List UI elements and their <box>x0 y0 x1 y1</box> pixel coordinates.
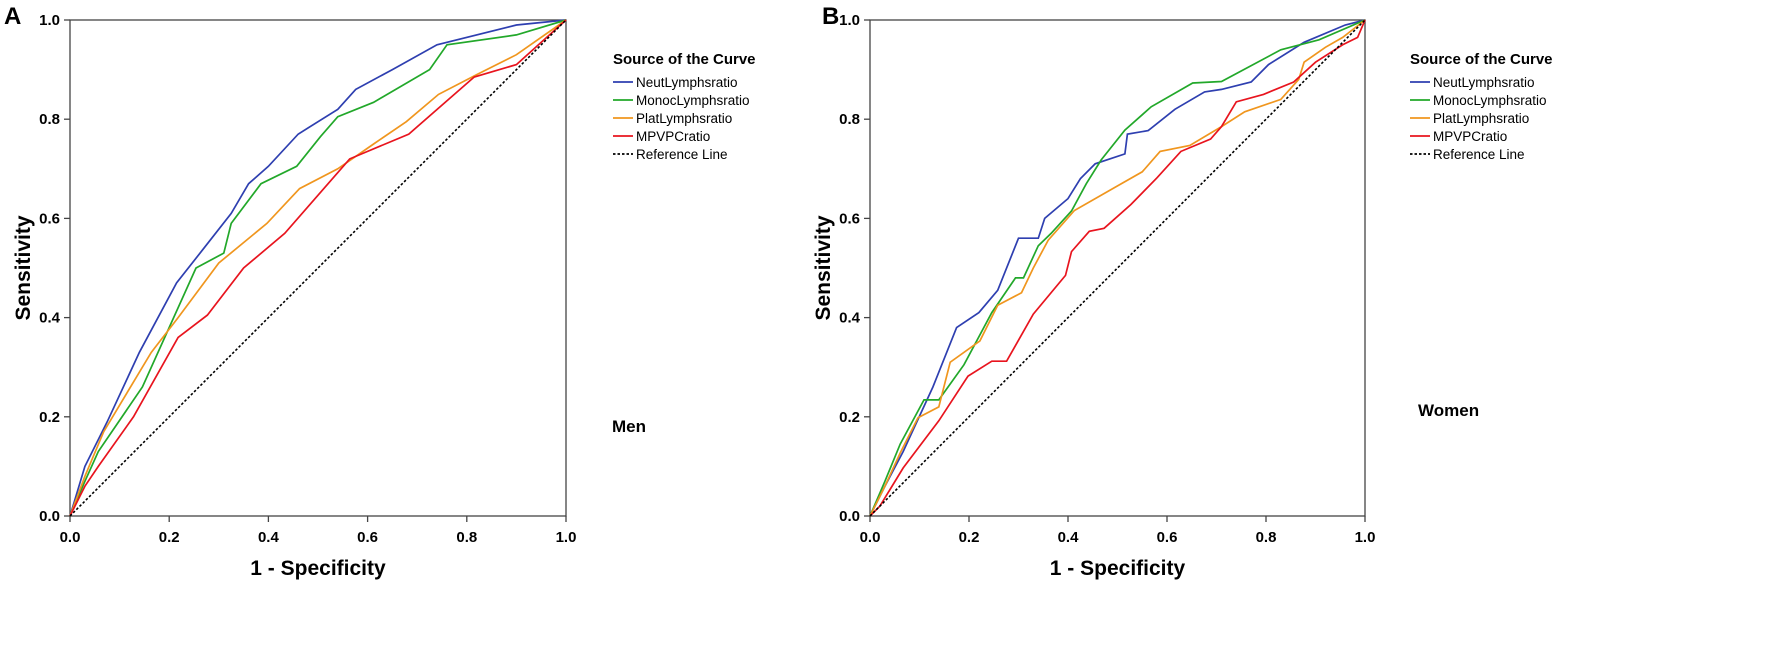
y-tick-label: 0.2 <box>839 409 860 426</box>
y-tick-label: 1.0 <box>39 12 60 29</box>
legend-title: Source of the Curve <box>1410 51 1553 68</box>
panel-label: B <box>822 3 839 30</box>
legend-item-label: NeutLymphsratio <box>636 75 738 90</box>
series-line-mpvpcratio <box>69 19 567 517</box>
series-line-monoclymphsratio <box>69 19 567 517</box>
x-tick-label: 0.0 <box>60 529 81 546</box>
series-line-mpvpcratio <box>869 19 1366 517</box>
y-tick-label: 0.0 <box>839 508 860 525</box>
group-label: Women <box>1418 401 1479 420</box>
group-label: Men <box>612 417 646 436</box>
x-axis-title: 1 - Specificity <box>250 557 386 580</box>
x-tick-label: 0.8 <box>456 529 477 546</box>
legend-item-label: PlatLymphsratio <box>1433 111 1529 126</box>
x-tick-label: 1.0 <box>556 529 577 546</box>
y-tick-label: 0.4 <box>39 310 61 327</box>
panel-label: A <box>4 3 21 30</box>
x-tick-label: 0.8 <box>1256 529 1277 546</box>
roc-panel-b: 0.0 0.2 0.4 0.6 0.8 1.0 0.0 0.2 0.4 0.6 0.8 1.0 1 - … <box>812 3 1553 580</box>
x-tick-label: 0.4 <box>1058 529 1080 546</box>
x-tick-label: 1.0 <box>1355 529 1376 546</box>
x-tick-label: 0.6 <box>1157 529 1178 546</box>
series-line-neutlymphsratio <box>869 19 1366 517</box>
x-tick-label: 0.0 <box>860 529 881 546</box>
y-axis-title: Sensitivity <box>812 215 835 320</box>
legend: Source of the Curve NeutLymphsratio MonocL… <box>613 51 756 162</box>
legend-item-label: MonocLymphsratio <box>636 93 750 108</box>
y-tick-label: 0.8 <box>39 111 60 128</box>
legend: Source of the Curve NeutLymphsratio MonocL… <box>1410 51 1553 162</box>
y-tick-label: 0.8 <box>839 111 860 128</box>
series-line-reference-line <box>69 19 567 517</box>
series-line-platlymphsratio <box>69 19 567 517</box>
legend-item-label: MPVPCratio <box>1433 129 1507 144</box>
y-tick-label: 0.2 <box>39 409 60 426</box>
legend-item-label: NeutLymphsratio <box>1433 75 1535 90</box>
y-tick-label: 0.6 <box>39 210 60 227</box>
x-tick-label: 0.6 <box>357 529 378 546</box>
plot-frame <box>869 19 1366 517</box>
x-tick-label: 0.2 <box>959 529 980 546</box>
series-line-neutlymphsratio <box>69 19 567 517</box>
legend-item-label: Reference Line <box>1433 147 1525 162</box>
legend-item-label: MonocLymphsratio <box>1433 93 1547 108</box>
legend-item-label: PlatLymphsratio <box>636 111 732 126</box>
y-tick-label: 0.6 <box>839 210 860 227</box>
roc-panel-a: 0.0 0.2 0.4 0.6 0.8 1.0 0.0 0.2 0.4 0.6 0.8 1.0 1 - … <box>4 3 756 580</box>
plot-frame <box>69 19 567 517</box>
series-line-monoclymphsratio <box>869 19 1366 517</box>
y-tick-label: 0.4 <box>839 310 861 327</box>
y-tick-label: 0.0 <box>39 508 60 525</box>
y-tick-label: 1.0 <box>839 12 860 29</box>
x-axis-title: 1 - Specificity <box>1050 557 1186 580</box>
legend-item-label: Reference Line <box>636 147 728 162</box>
y-axis-title: Sensitivity <box>12 215 35 320</box>
x-tick-label: 0.2 <box>159 529 180 546</box>
x-tick-label: 0.4 <box>258 529 280 546</box>
legend-item-label: MPVPCratio <box>636 129 710 144</box>
series-line-reference-line <box>869 19 1366 517</box>
legend-title: Source of the Curve <box>613 51 756 68</box>
